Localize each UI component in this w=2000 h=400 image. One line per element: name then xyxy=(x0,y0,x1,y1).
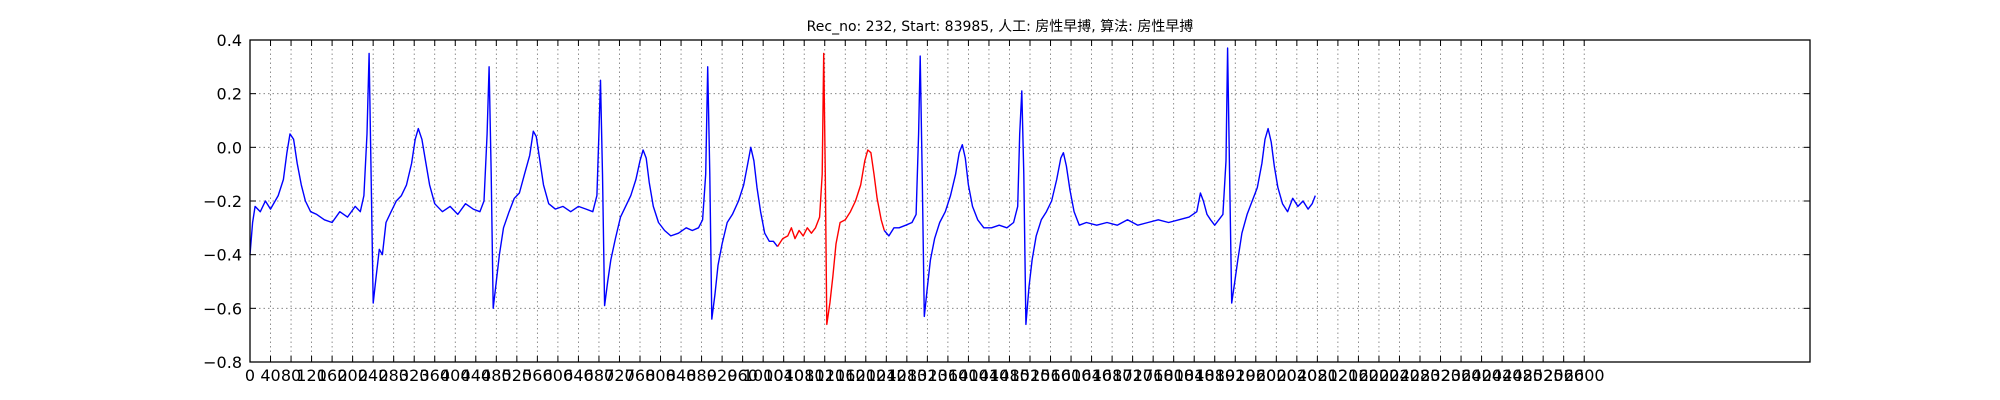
x-tick-label: 1240 xyxy=(866,366,907,385)
x-tick-label: 960 xyxy=(727,366,758,385)
x-tick-label: 1920 xyxy=(1215,366,1256,385)
x-tick-label: 1640 xyxy=(1071,366,1112,385)
x-tick-label: 2600 xyxy=(1564,366,1605,385)
x-tick-label: 800 xyxy=(645,366,676,385)
x-tick-label: 2120 xyxy=(1318,366,1359,385)
x-tick-label: 600 xyxy=(543,366,574,385)
x-tick-label: 2160 xyxy=(1338,366,1379,385)
ecg-series-line-0 xyxy=(249,52,779,320)
x-tick-label: 2360 xyxy=(1441,366,1482,385)
x-tick-label: 1960 xyxy=(1235,366,1276,385)
x-tick-label: 480 xyxy=(481,366,512,385)
x-tick-label: 1760 xyxy=(1133,366,1174,385)
x-tick-label: 240 xyxy=(358,366,389,385)
x-tick-label: 440 xyxy=(461,366,492,385)
x-tick-label: 1320 xyxy=(907,366,948,385)
x-tick-label: 640 xyxy=(563,366,594,385)
x-tick-label: 400 xyxy=(440,366,471,385)
x-tick-label: 40 xyxy=(260,366,280,385)
y-tick-label: −0.2 xyxy=(203,192,242,211)
x-tick-label: 680 xyxy=(584,366,615,385)
x-tick-label: 0 xyxy=(245,366,255,385)
x-tick-label: 1040 xyxy=(763,366,804,385)
x-tick-label: 1480 xyxy=(989,366,1030,385)
x-tick-label: 2560 xyxy=(1543,366,1584,385)
x-tick-label: 1720 xyxy=(1112,366,1153,385)
x-tick-label: 1120 xyxy=(804,366,845,385)
x-tick-label: 1400 xyxy=(948,366,989,385)
x-tick-label: 1360 xyxy=(928,366,969,385)
x-tick-label: 720 xyxy=(604,366,635,385)
chart-title: Rec_no: 232, Start: 83985, 人工: 房性早搏, 算法:… xyxy=(807,18,1194,35)
x-tick-label: 2040 xyxy=(1276,366,1317,385)
x-tick-label: 2240 xyxy=(1379,366,1420,385)
y-axis-tick-labels: −0.8 −0.6 −0.4 −0.2 0.0 0.2 0.4 xyxy=(203,31,242,372)
ecg-series-line-1 xyxy=(776,52,885,326)
y-tick-label: −0.6 xyxy=(203,299,242,318)
x-tick-label: 840 xyxy=(666,366,697,385)
x-tick-label: 1880 xyxy=(1194,366,1235,385)
x-tick-label: 1520 xyxy=(1010,366,1051,385)
x-tick-label: 80 xyxy=(281,366,301,385)
x-tick-label: 2440 xyxy=(1482,366,1523,385)
x-tick-label: 520 xyxy=(502,366,533,385)
x-tick-label: 2280 xyxy=(1400,366,1441,385)
y-tick-label: −0.4 xyxy=(203,246,242,265)
y-tick-label: 0.2 xyxy=(217,85,242,104)
axis-ticks xyxy=(249,39,1810,363)
x-tick-label: 1680 xyxy=(1092,366,1133,385)
x-tick-label: 360 xyxy=(419,366,450,385)
x-tick-label: 160 xyxy=(317,366,348,385)
x-tick-label: 2000 xyxy=(1256,366,1297,385)
x-tick-label: 1200 xyxy=(845,366,886,385)
x-tick-label: 1080 xyxy=(784,366,825,385)
x-tick-label: 120 xyxy=(296,366,327,385)
x-tick-label: 1160 xyxy=(825,366,866,385)
ecg-series-line-2 xyxy=(883,47,1316,326)
grid-lines xyxy=(250,40,1810,362)
x-axis-tick-labels: 0 40 8012016020024028032036040044048052056… xyxy=(245,366,1605,385)
x-tick-label: 2320 xyxy=(1420,366,1461,385)
x-tick-label: 2520 xyxy=(1523,366,1564,385)
x-tick-label: 280 xyxy=(378,366,409,385)
x-tick-label: 1000 xyxy=(743,366,784,385)
x-tick-label: 760 xyxy=(625,366,656,385)
x-tick-label: 920 xyxy=(707,366,738,385)
series-layer xyxy=(249,47,1316,326)
x-tick-label: 560 xyxy=(522,366,553,385)
x-tick-label: 2400 xyxy=(1461,366,1502,385)
x-tick-label: 320 xyxy=(399,366,430,385)
x-tick-label: 880 xyxy=(686,366,717,385)
x-tick-label: 1280 xyxy=(886,366,927,385)
y-tick-label: 0.4 xyxy=(217,31,242,50)
x-tick-label: 1560 xyxy=(1030,366,1071,385)
x-tick-label: 2200 xyxy=(1359,366,1400,385)
y-tick-label: −0.8 xyxy=(203,353,242,372)
x-tick-label: 200 xyxy=(337,366,368,385)
x-tick-label: 1840 xyxy=(1174,366,1215,385)
y-tick-label: 0.0 xyxy=(217,138,242,157)
x-tick-label: 1600 xyxy=(1051,366,1092,385)
x-tick-label: 1440 xyxy=(969,366,1010,385)
x-tick-label: 2080 xyxy=(1297,366,1338,385)
x-tick-label: 2480 xyxy=(1502,366,1543,385)
x-tick-label: 1800 xyxy=(1153,366,1194,385)
